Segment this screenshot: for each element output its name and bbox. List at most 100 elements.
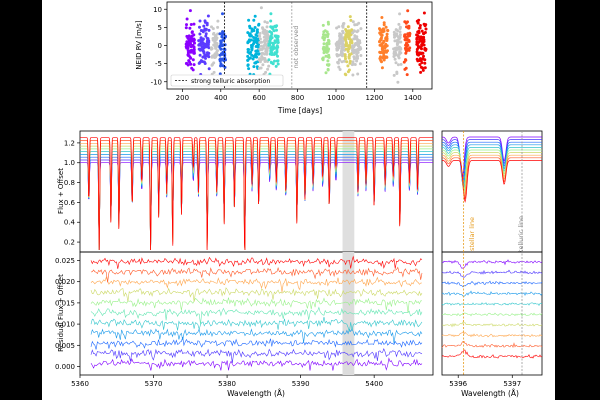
rv-point (422, 32, 425, 36)
rv-point (321, 35, 325, 39)
rv-point (205, 37, 209, 40)
rv-point (188, 9, 192, 13)
rv-point (327, 39, 331, 43)
rv-ytick-label: -10 (151, 78, 162, 86)
zoom-residual-line (441, 269, 543, 278)
rv-point (269, 37, 273, 41)
rv-point (392, 33, 396, 37)
rv-point (191, 43, 195, 47)
rv-point (380, 36, 383, 40)
flux-ytick-label: 0.2 (64, 239, 75, 247)
residual-series-line (90, 316, 423, 332)
rv-point (415, 50, 419, 54)
rv-point (265, 30, 269, 34)
rv-point (384, 37, 388, 41)
rv-point (205, 40, 209, 44)
rv-point (248, 24, 252, 28)
rv-point (254, 52, 258, 56)
rv-point (403, 33, 407, 37)
rv-point (192, 63, 196, 67)
residual-xtick-label: 5400 (365, 380, 383, 388)
rv-point (211, 37, 215, 40)
rv-ytick-label: -5 (155, 60, 162, 68)
rv-point (267, 43, 271, 47)
rv-point (263, 60, 267, 63)
rv-point (205, 23, 209, 27)
rv-xlabel: Time [days] (277, 106, 322, 115)
flux-ytick-label: 0.4 (64, 219, 76, 227)
rv-point (342, 59, 346, 63)
rv-xtick-label: 1000 (327, 94, 345, 102)
rv-point (252, 29, 256, 33)
rv-point (251, 57, 255, 61)
not-observed-label: not observed (292, 26, 300, 69)
rv-point (406, 34, 410, 38)
rv-point (418, 63, 422, 67)
zoom-residual-line (441, 340, 543, 349)
rv-point (189, 23, 193, 26)
rv-point (403, 38, 407, 42)
zoom-residual-line (441, 349, 543, 359)
rv-point (253, 26, 257, 29)
rv-point (216, 32, 220, 36)
rv-xtick-label: 400 (214, 94, 227, 102)
rv-point (420, 29, 424, 33)
rv-point (398, 25, 402, 29)
rv-point (394, 61, 398, 65)
residual-ytick-label: 0.015 (55, 299, 75, 307)
rv-point (416, 34, 420, 37)
rv-point (202, 60, 206, 64)
rv-point (393, 35, 396, 39)
rv-point (273, 59, 276, 63)
rv-point (382, 21, 386, 25)
rv-point (420, 43, 424, 47)
rv-point (190, 66, 194, 70)
rv-point (346, 25, 350, 29)
rv-point (418, 26, 422, 30)
rv-point (187, 34, 191, 38)
rv-point (267, 58, 271, 62)
rv-point (348, 61, 352, 65)
rv-point (385, 55, 388, 59)
rv-point (404, 35, 408, 39)
zoom-panel: 5396 5397 Wavelength (Å) stellar line tel… (441, 130, 543, 398)
rv-point (263, 28, 267, 32)
rv-point (322, 42, 326, 46)
rv-point (255, 28, 259, 32)
rv-point (254, 49, 258, 53)
rv-point (276, 54, 279, 58)
rv-point (276, 59, 280, 63)
rv-point (260, 52, 264, 55)
rv-point (215, 43, 219, 47)
rv-point (380, 16, 384, 19)
rv-point (253, 14, 257, 18)
rv-point (264, 43, 268, 46)
rv-point (326, 59, 330, 63)
rv-point (385, 44, 389, 48)
main-wavelength-xlabel: Wavelength (Å) (227, 389, 285, 398)
rv-point (335, 46, 339, 50)
rv-point (199, 59, 203, 63)
zoom-flux-line (441, 154, 542, 198)
residual-xtick-label: 5380 (218, 380, 236, 388)
rv-point (267, 64, 271, 68)
zoom-residual-line (441, 280, 543, 288)
rv-point (188, 60, 192, 64)
rv-point (351, 31, 355, 35)
rv-point (406, 32, 410, 36)
residual-xtick-label: 5360 (71, 380, 89, 388)
rv-point (346, 50, 350, 53)
rv-point (271, 44, 275, 48)
telluric-shaded-band (342, 131, 355, 252)
rv-point (205, 43, 209, 47)
rv-point (419, 70, 423, 74)
rv-point (386, 28, 390, 32)
rv-point (356, 51, 360, 54)
rv-point (358, 62, 362, 66)
rv-point (202, 51, 206, 55)
rv-point (335, 26, 339, 30)
residual-ytick-label: 0.020 (55, 278, 75, 286)
rv-point (408, 46, 412, 50)
rv-point (218, 32, 222, 36)
rv-point (263, 20, 267, 24)
